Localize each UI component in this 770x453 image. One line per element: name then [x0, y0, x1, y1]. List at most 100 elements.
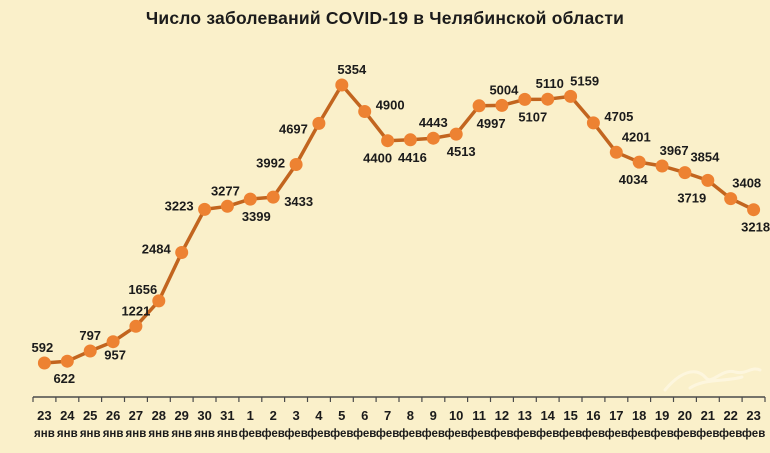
x-axis-month-label: фев — [490, 428, 513, 440]
x-axis-month-label: фев — [422, 428, 445, 440]
data-point — [426, 131, 440, 145]
data-label: 5354 — [337, 62, 367, 77]
data-point — [724, 192, 738, 206]
x-axis-day-label: 28 — [152, 408, 166, 423]
data-point — [37, 356, 51, 370]
x-axis-day-label: 22 — [723, 408, 737, 423]
x-axis-day-label: 13 — [518, 408, 532, 423]
data-label: 3223 — [165, 198, 194, 213]
data-point — [358, 105, 372, 118]
data-label: 622 — [53, 371, 75, 386]
data-label: 1221 — [121, 303, 150, 318]
data-point — [198, 202, 212, 216]
x-axis-day-label: 6 — [361, 408, 368, 423]
x-axis-day-label: 24 — [60, 408, 75, 423]
data-label: 2484 — [142, 242, 172, 257]
x-axis-day-label: 18 — [632, 408, 646, 423]
data-label: 4201 — [622, 129, 651, 144]
data-label: 797 — [79, 328, 101, 343]
data-label: 957 — [104, 348, 126, 363]
data-point — [289, 158, 303, 171]
data-point — [747, 203, 761, 217]
x-axis-day-label: 3 — [292, 408, 299, 423]
chart-title: Число заболеваний COVID-19 в Челябинской… — [145, 8, 625, 28]
x-axis-day-label: 4 — [315, 408, 323, 423]
data-point — [632, 155, 646, 169]
x-axis-day-label: 12 — [495, 408, 509, 423]
x-axis-month-label: янв — [217, 428, 238, 440]
x-axis-day-label: 29 — [174, 408, 188, 423]
data-point — [129, 319, 143, 333]
x-axis-month-label: фев — [445, 428, 468, 440]
x-axis-month-label: фев — [673, 428, 696, 440]
chart-line — [42, 83, 756, 365]
data-point — [495, 98, 509, 112]
data-label: 4697 — [279, 121, 308, 136]
x-axis-month-label: фев — [399, 428, 422, 440]
data-point — [175, 246, 189, 259]
x-axis-day-label: 30 — [197, 408, 211, 423]
data-label: 4513 — [447, 144, 476, 159]
x-axis-day-label: 25 — [83, 408, 97, 423]
x-axis-month-label: янв — [126, 428, 147, 440]
x-axis-month-label: янв — [34, 428, 55, 440]
data-point — [312, 116, 326, 130]
x-axis-day-label: 19 — [655, 408, 669, 423]
data-point — [518, 92, 532, 106]
data-point — [266, 190, 280, 204]
x-axis-month-label: фев — [559, 428, 582, 440]
x-axis-month-label: янв — [57, 428, 78, 440]
data-point — [60, 354, 74, 368]
x-axis-month-label: фев — [696, 428, 719, 440]
x-axis-day-label: 15 — [563, 408, 577, 423]
x-axis-month-label: фев — [262, 428, 285, 440]
x-axis-month-label: фев — [536, 428, 559, 440]
x-axis-month-label: янв — [194, 428, 215, 440]
x-axis-day-label: 23 — [746, 408, 760, 423]
x-axis-day-label: 2 — [270, 408, 277, 423]
data-point — [609, 145, 623, 159]
data-label: 3854 — [690, 150, 720, 165]
data-point — [541, 92, 555, 106]
x-axis-day-label: 17 — [609, 408, 623, 423]
data-label: 4443 — [419, 115, 448, 130]
data-label: 3992 — [256, 156, 285, 171]
x-axis-month-label: янв — [80, 428, 101, 440]
x-axis-month-label: янв — [103, 428, 124, 440]
data-label: 3719 — [677, 190, 706, 205]
data-point — [243, 192, 257, 206]
x-axis-month-label: фев — [284, 428, 307, 440]
data-point — [403, 133, 417, 147]
x-axis-month-label: янв — [148, 428, 169, 440]
data-point — [152, 294, 166, 308]
x-axis-day-label: 31 — [220, 408, 234, 423]
data-point — [220, 199, 234, 213]
data-label: 592 — [32, 340, 54, 355]
x-axis-month-label: фев — [650, 428, 673, 440]
data-label: 5159 — [570, 73, 599, 88]
data-label: 4705 — [604, 109, 633, 124]
x-axis-month-label: янв — [171, 428, 192, 440]
data-point — [678, 166, 692, 180]
data-label: 3399 — [242, 209, 271, 224]
x-axis-day-label: 8 — [407, 408, 414, 423]
x-axis-month-label: фев — [330, 428, 353, 440]
x-axis-month-label: фев — [582, 428, 605, 440]
x-axis-month-label: фев — [605, 428, 628, 440]
x-axis-month-label: фев — [353, 428, 376, 440]
data-point — [381, 134, 395, 148]
x-axis-day-label: 7 — [384, 408, 391, 423]
data-label: 5110 — [536, 76, 564, 91]
x-axis-month-label: фев — [742, 428, 765, 440]
data-point — [472, 99, 486, 113]
data-label: 5107 — [518, 109, 547, 124]
data-point — [83, 344, 97, 358]
data-label: 1656 — [128, 282, 157, 297]
x-axis-day-label: 16 — [586, 408, 600, 423]
x-axis-day-label: 23 — [37, 408, 51, 423]
x-axis-day-label: 26 — [106, 408, 120, 423]
data-point — [106, 335, 120, 349]
x-axis-day-label: 5 — [338, 408, 345, 423]
data-label: 4416 — [398, 150, 427, 165]
